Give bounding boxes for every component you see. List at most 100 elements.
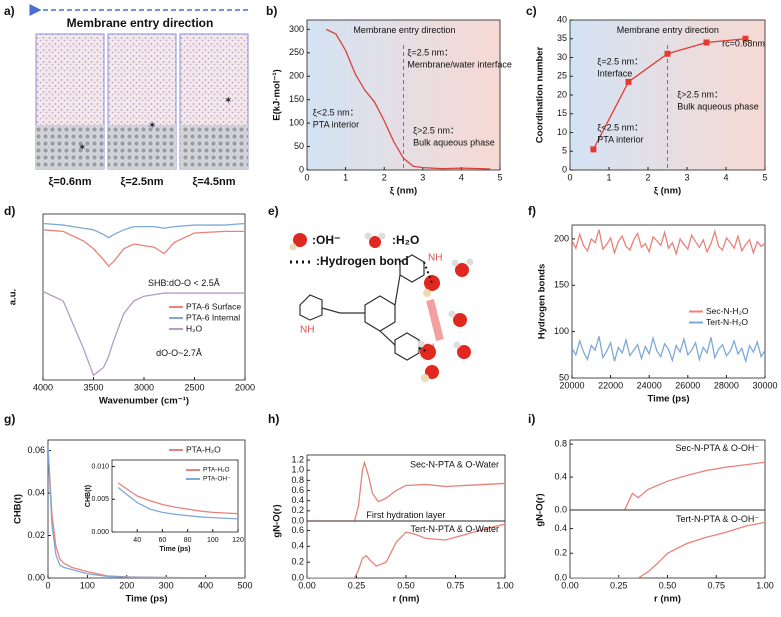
chart: 0.0 0.4 0.8 gN-O(r) Sec-N-PTA & O-OH⁻ xyxy=(535,438,766,527)
annotation: Membrane/water interface xyxy=(407,59,512,69)
x-tick-label: 26000 xyxy=(675,380,700,390)
oxygen xyxy=(369,236,381,248)
y-tick-label: 0.4 xyxy=(291,541,304,551)
hydrogen xyxy=(364,232,372,240)
x-tick-label: 2000 xyxy=(235,382,255,392)
panel-label: a) xyxy=(4,4,15,18)
x-tick-label: 4000 xyxy=(33,382,53,392)
y-axis-label: gN-O(r) xyxy=(535,493,546,526)
data-point xyxy=(590,146,597,153)
annotation: ξ>2.5 nm： xyxy=(413,125,459,135)
y-tick-label: 250 xyxy=(289,47,304,57)
x-tick-label: 500 xyxy=(237,580,252,590)
x-axis-label: Wavenumber (cm⁻¹) xyxy=(99,396,189,407)
x-axis-label: ξ (nm) xyxy=(390,186,417,197)
y-tick-label: 0.000 xyxy=(91,529,109,536)
y-tick-label: 20 xyxy=(557,89,567,99)
x-axis-label: r (nm) xyxy=(654,594,681,605)
data-point xyxy=(703,39,710,46)
panel-label: f) xyxy=(528,204,536,218)
annotation: Membrane entry direction xyxy=(617,25,719,35)
chart: 20000 22000 24000 26000 28000 30000 50 100 150 20… xyxy=(537,224,778,405)
y-tick-label: 0.4 xyxy=(554,523,567,533)
x-tick-label: 2 xyxy=(645,172,650,182)
x-tick-label: 2500 xyxy=(184,382,204,392)
series-line xyxy=(572,335,765,364)
x-tick-label: 120 xyxy=(232,537,244,544)
series-line xyxy=(570,461,765,510)
panel-a: a) Membrane entry direction ✶ ✶ ✶ ξ=0.6n… xyxy=(4,4,249,188)
x-tick-label: 1 xyxy=(606,172,611,182)
y-tick-label: 0 xyxy=(562,164,567,174)
chart: 0 100 200 300 400 500 0.00 0.02 0.04 0.06 Time (ps… xyxy=(13,439,253,605)
annotation: ξ=2.5 nm： xyxy=(407,47,453,57)
annotation: PTA interior xyxy=(313,119,359,129)
snapshot-label: ξ=0.6nm xyxy=(48,176,91,188)
x-tick-label: 3 xyxy=(684,172,689,182)
y-tick-label: 1.2 xyxy=(291,454,304,464)
y-tick-label: 1.0 xyxy=(291,465,304,475)
legend-label: :H₂O xyxy=(392,233,419,247)
x-tick-label: 1.00 xyxy=(496,580,514,590)
plot-frame xyxy=(571,224,766,379)
x-tick-label: 0.00 xyxy=(561,580,579,590)
legend-label: PTA-H₂O xyxy=(203,467,230,474)
annotation: Tert-N-PTA & O-Water xyxy=(411,524,500,534)
annotation: ξ>2.5 nm： xyxy=(677,89,723,99)
y-tick-label: 0 xyxy=(299,164,304,174)
y-axis-label: CHB(t) xyxy=(13,494,24,524)
x-tick-label: 2 xyxy=(382,172,387,182)
annotation: SHB:dO-O < 2.5Å xyxy=(148,278,220,288)
x-axis-label: Time (ps) xyxy=(160,546,191,553)
annotation: PTA interior xyxy=(597,134,643,144)
chart: 0.00.20.40.60.81.01.2gN-O(r)Sec-N-PTA & … xyxy=(272,454,506,538)
membrane xyxy=(180,125,248,169)
annotation: Bulk aqueous phase xyxy=(677,101,759,111)
panel-title: Membrane entry direction xyxy=(67,16,214,30)
x-tick-label: 300 xyxy=(159,580,174,590)
x-axis-label: ξ (nm) xyxy=(654,186,681,197)
y-tick-label: 30 xyxy=(557,52,567,62)
y-tick-label: 0.005 xyxy=(91,496,109,503)
annotation: Tert-N-PTA & O-OH⁻ xyxy=(676,514,759,524)
y-axis-label: Coordination number xyxy=(535,46,546,143)
y-axis-label: E(kJ·mol⁻¹) xyxy=(272,69,283,120)
x-tick-label: 0.75 xyxy=(707,580,725,590)
annotation: First hydration layer xyxy=(366,510,445,520)
chart: 0.00 0.25 0.50 0.75 1.00 0.0 0.2 0.4 0.6 r (nm) Te… xyxy=(291,520,514,605)
hbond xyxy=(418,261,433,353)
molecule xyxy=(299,254,425,361)
legend-label: PTA-OH⁻ xyxy=(203,476,231,483)
x-tick-label: 0.25 xyxy=(610,580,628,590)
y-tick-label: 0.2 xyxy=(291,505,304,515)
y-tick-label: 0.010 xyxy=(91,463,109,470)
series-line xyxy=(117,482,238,515)
molecule: ✶ xyxy=(224,96,232,107)
membrane xyxy=(108,125,176,169)
y-tick-label: 200 xyxy=(554,233,569,243)
annotation: ξ<2.5 nm： xyxy=(597,122,643,132)
y-tick-label: 50 xyxy=(294,141,304,151)
y-tick-label: 0.0 xyxy=(554,572,567,582)
series-line xyxy=(43,222,245,239)
annotation: Membrane entry direction xyxy=(353,25,455,35)
x-tick-label: 5 xyxy=(762,172,767,182)
series-line xyxy=(48,446,245,578)
x-tick-label: 100 xyxy=(80,580,95,590)
y-tick-label: 0.6 xyxy=(291,525,304,535)
plot-frame xyxy=(42,213,246,381)
legend-label: Sec-N-H₂O xyxy=(706,306,749,316)
series-line xyxy=(117,486,238,520)
x-tick-label: 5 xyxy=(497,172,502,182)
x-tick-label: 30000 xyxy=(752,380,777,390)
molecule: ✶ xyxy=(148,121,156,132)
y-tick-label: 0.8 xyxy=(554,438,567,448)
legend-label: Tert-N-H₂O xyxy=(706,317,748,327)
y-tick-label: 0.8 xyxy=(291,475,304,485)
y-axis-label: CHB(t) xyxy=(85,485,92,507)
annotation: dO-O~2.7Å xyxy=(156,348,202,358)
x-tick-label: 3000 xyxy=(134,382,154,392)
water-molecules xyxy=(417,258,474,382)
x-tick-label: 0.50 xyxy=(397,580,415,590)
